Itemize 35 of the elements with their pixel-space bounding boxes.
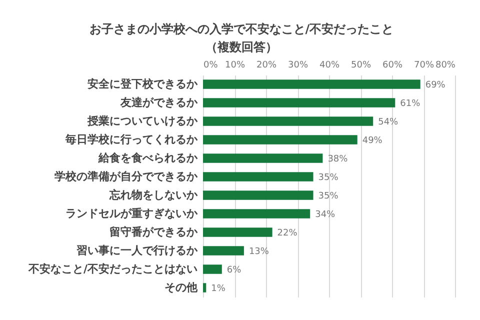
data-label: 35% xyxy=(318,191,339,202)
x-tick-label: 80% xyxy=(435,60,456,70)
data-label: 6% xyxy=(226,265,242,276)
x-tick-label: 20% xyxy=(256,60,277,70)
data-label: 34% xyxy=(315,210,336,220)
data-label: 35% xyxy=(318,172,339,183)
x-tick-label: 70% xyxy=(414,60,434,70)
y-tick-label: 給食を食べられるか xyxy=(98,151,198,164)
y-tick-label: 習い事に一人で行けるか xyxy=(76,244,198,257)
data-label: 38% xyxy=(328,154,348,164)
y-tick-label: 毎日学校に行ってくれるか xyxy=(64,132,198,146)
y-tick-label: 安全に登下校できるか xyxy=(88,77,198,90)
x-tick-label: 30% xyxy=(288,60,308,70)
y-tick-label: 不安なこと/不安だったことはない xyxy=(27,262,198,276)
chart-subtitle: （複数回答） xyxy=(205,40,278,54)
y-tick-label: 留守番ができるか xyxy=(110,225,198,238)
data-label: 69% xyxy=(425,80,446,90)
y-tick-label: 授業についていけるか xyxy=(86,114,198,128)
y-tick-label: ランドセルが重すぎないか xyxy=(66,206,198,220)
x-tick-label: 50% xyxy=(350,60,372,70)
x-tick-label: 0% xyxy=(204,60,218,70)
data-label: 22% xyxy=(277,228,298,238)
x-tick-label: 40% xyxy=(319,60,340,70)
y-tick-label: 友達ができるか xyxy=(120,96,198,109)
data-label: 13% xyxy=(248,246,270,257)
x-tick-label: 60% xyxy=(382,60,403,70)
data-label: 49% xyxy=(362,136,383,146)
y-tick-label: 忘れ物をしないか xyxy=(108,188,198,202)
y-tick-label: 学校の準備が自分でできるか xyxy=(54,170,198,183)
data-label: 61% xyxy=(400,98,421,109)
data-label: 1% xyxy=(211,284,226,294)
chart-title: お子さまの小学校への入学で不安なこと/不安だったこと xyxy=(89,22,394,36)
x-tick-label: 10% xyxy=(224,60,246,70)
data-label: 54% xyxy=(378,117,399,128)
y-tick-label: その他 xyxy=(164,280,198,294)
